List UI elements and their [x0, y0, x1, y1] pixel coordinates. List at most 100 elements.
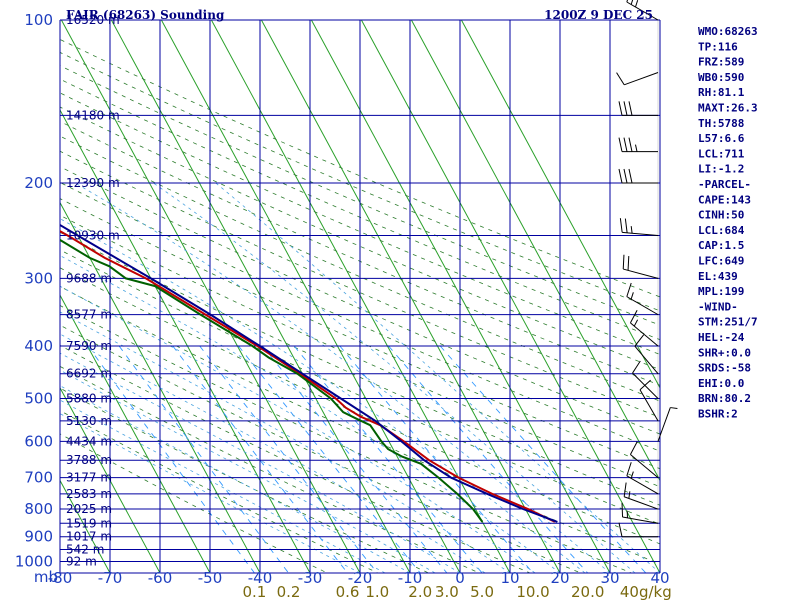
- wind-barb-flag: [619, 218, 623, 233]
- wind-barb-flag: [618, 101, 623, 116]
- dry-adiabat-line: [60, 324, 581, 573]
- stat-line: MAXT:26.3: [698, 102, 758, 115]
- moist-adiabat-line: [60, 333, 486, 573]
- stat-line: -PARCEL-: [698, 178, 751, 191]
- temperature-tick-label: -50: [198, 569, 223, 587]
- temperature-tick-label: -10: [398, 569, 423, 587]
- dry-adiabat-line: [60, 433, 328, 573]
- stat-line: MPL:199: [698, 285, 744, 298]
- height-label: 92 m: [66, 555, 97, 569]
- stat-line: LFC:649: [698, 255, 744, 268]
- stat-line: -WIND-: [698, 300, 738, 313]
- wind-barb-flag: [618, 137, 623, 152]
- stat-line: CINH:50: [698, 209, 744, 222]
- temperature-tick-label: 40: [650, 569, 669, 587]
- moist-adiabat-line: [74, 182, 611, 573]
- wind-barb-half-flag: [635, 0, 639, 8]
- stat-line: HEL:-24: [698, 331, 745, 344]
- dry-adiabat-line: [60, 135, 660, 402]
- pressure-tick-label: 300: [24, 269, 53, 287]
- stat-line: EHI:0.0: [698, 377, 744, 390]
- wind-barb-flag: [623, 137, 628, 152]
- temperature-grid-lines: [59, 20, 661, 573]
- mixing-ratio-line: [199, 345, 378, 573]
- stat-line: EL:439: [698, 270, 738, 283]
- stat-line: TH:5788: [698, 117, 744, 130]
- pressure-tick-label: 1000: [15, 553, 53, 571]
- stat-line: SRDS:-58: [698, 362, 751, 375]
- pressure-tick-label: 400: [24, 337, 53, 355]
- wind-barb-flag: [628, 137, 633, 152]
- height-label: 7590 m: [66, 339, 112, 353]
- wind-barb-flag: [616, 72, 625, 86]
- height-label: 6692 m: [66, 367, 112, 381]
- chart-datetime: 1200Z 9 DEC 25: [544, 8, 653, 22]
- mixing-ratio-label: 5.0: [470, 583, 494, 600]
- mixing-ratio-label: 10.0: [516, 583, 549, 600]
- mixing-ratio-line: [238, 345, 421, 573]
- stat-line: CAP:1.5: [698, 239, 744, 252]
- dry-adiabat-line: [60, 181, 660, 452]
- wind-barb-half-flag: [670, 407, 678, 410]
- wind-barb-flag: [634, 334, 645, 347]
- height-label: 10930 m: [66, 228, 120, 242]
- pressure-tick-label: 100: [24, 11, 53, 29]
- moist-adiabat-lines: [60, 182, 660, 573]
- stat-line: WB0:590: [698, 71, 744, 84]
- height-label: 2583 m: [66, 487, 112, 501]
- wind-barb-half-flag: [630, 226, 633, 234]
- stat-line: BSHR:2: [698, 408, 738, 421]
- wind-barb-half-flag: [635, 144, 638, 152]
- pressure-tick-label: 800: [24, 500, 53, 518]
- pressure-unit-label: mb: [34, 568, 58, 586]
- stat-line: L57:6.6: [698, 132, 745, 145]
- mixing-ratio-axis: 0.1 0.2 0.6 1.0 2.0 3.0 5.0 10.0 20.0 40g/kg: [243, 583, 672, 600]
- temperature-tick-label: -70: [98, 569, 123, 587]
- height-label: 542 m: [66, 542, 104, 556]
- stat-line: TP:116: [698, 40, 738, 53]
- wind-barb-flag: [622, 254, 625, 270]
- height-label: 3177 m: [66, 471, 112, 485]
- stat-line: CAPE:143: [698, 193, 751, 206]
- wind-barb-half-flag: [633, 319, 639, 327]
- wind-barb-flag: [628, 101, 633, 116]
- dry-adiabat-line: [60, 285, 660, 565]
- temperature-tick-label: -40: [248, 569, 273, 587]
- temperature-trace: [60, 230, 556, 523]
- mixing-ratio-label: 0.1: [243, 583, 267, 600]
- moist-adiabat-line: [60, 255, 561, 573]
- wind-barb-shaft: [622, 516, 659, 524]
- height-label: 1017 m: [66, 530, 112, 544]
- temperature-axis: -80 -70 -60 -50 -40 -30 -20 -10 0 10 20 30 40: [48, 569, 670, 587]
- wind-barbs: [616, 0, 678, 538]
- pressure-tick-label: 500: [24, 390, 53, 408]
- mixing-ratio-label: 2.0: [408, 583, 432, 600]
- mixing-ratio-label: 1.0: [365, 583, 389, 600]
- height-label: 2025 m: [66, 502, 112, 516]
- wind-barb-flag: [629, 441, 638, 455]
- wind-barb-shaft: [630, 454, 659, 479]
- height-label: 14180 m: [66, 108, 120, 122]
- stat-line: LI:-1.2: [698, 163, 744, 176]
- moist-adiabat-line: [60, 385, 411, 573]
- temperature-tick-label: 0: [455, 569, 465, 587]
- wind-barb-flag: [628, 168, 633, 184]
- dry-adiabat-line: [60, 120, 660, 386]
- mixing-ratio-line: [87, 345, 255, 573]
- temperature-tick-label: 10: [500, 569, 519, 587]
- stat-line: WMO:68263: [698, 25, 758, 38]
- wind-barb-shaft: [634, 345, 659, 375]
- height-label: 12390 m: [66, 176, 120, 190]
- wind-barb-shaft: [626, 475, 659, 495]
- pressure-tick-label: 900: [24, 528, 53, 546]
- temperature-tick-label: -20: [348, 569, 373, 587]
- stat-line: LCL:684: [698, 224, 745, 237]
- wind-barb-flag: [618, 168, 623, 184]
- pressure-tick-label: 600: [24, 432, 53, 450]
- dry-adiabat-line: [60, 106, 660, 371]
- stat-line: SHR+:0.0: [698, 346, 751, 359]
- height-label: 3788 m: [66, 453, 112, 467]
- dry-adiabat-line: [60, 249, 660, 525]
- wind-barb-shaft: [624, 496, 659, 510]
